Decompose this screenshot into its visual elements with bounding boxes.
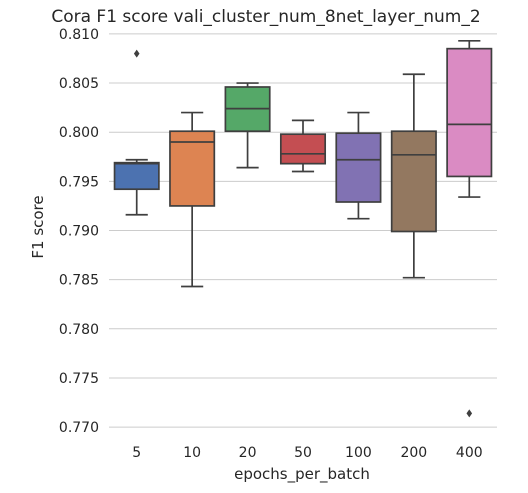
y-axis-label: F1 score (29, 195, 47, 258)
gridlines (109, 33, 497, 428)
y-tick-label: 0.805 (59, 76, 99, 92)
box-100 (335, 111, 382, 220)
x-tick-label: 5 (132, 445, 141, 461)
x-axis-ticks: 5 10 20 50 100 200 400 (132, 445, 482, 461)
y-tick-label: 0.810 (59, 27, 99, 43)
iqr-box (113, 161, 160, 191)
box-20 (224, 82, 271, 169)
iqr-box (390, 130, 437, 233)
x-tick-label: 100 (345, 445, 372, 461)
y-tick-label: 0.790 (59, 224, 99, 240)
box-5 (113, 49, 160, 216)
y-tick-label: 0.775 (59, 371, 99, 387)
iqr-box (169, 130, 216, 207)
x-tick-label: 400 (456, 445, 483, 461)
y-tick-label: 0.800 (59, 125, 99, 141)
boxes (113, 39, 493, 418)
box-10 (169, 111, 216, 288)
y-axis-ticks: 0.770 0.775 0.780 0.785 0.790 0.795 0.800 0.805… (59, 27, 99, 436)
y-tick-label: 0.795 (59, 174, 99, 190)
y-tick-label: 0.785 (59, 273, 99, 289)
x-tick-label: 10 (183, 445, 201, 461)
iqr-box (279, 133, 327, 165)
x-tick-label: 200 (400, 445, 427, 461)
x-tick-label: 50 (294, 445, 312, 461)
x-tick-label: 20 (239, 445, 257, 461)
x-axis-label: epochs_per_batch (234, 465, 370, 484)
box-200 (390, 73, 437, 279)
y-tick-label: 0.780 (59, 322, 99, 338)
outlier-point (466, 409, 473, 418)
iqr-box (446, 47, 493, 178)
chart-title: Cora F1 score vali_cluster_num_8net_laye… (51, 7, 480, 27)
y-tick-label: 0.770 (59, 420, 99, 436)
box-50 (279, 119, 327, 173)
box-400 (446, 39, 493, 418)
outlier-point (133, 49, 140, 58)
iqr-box (335, 132, 382, 203)
